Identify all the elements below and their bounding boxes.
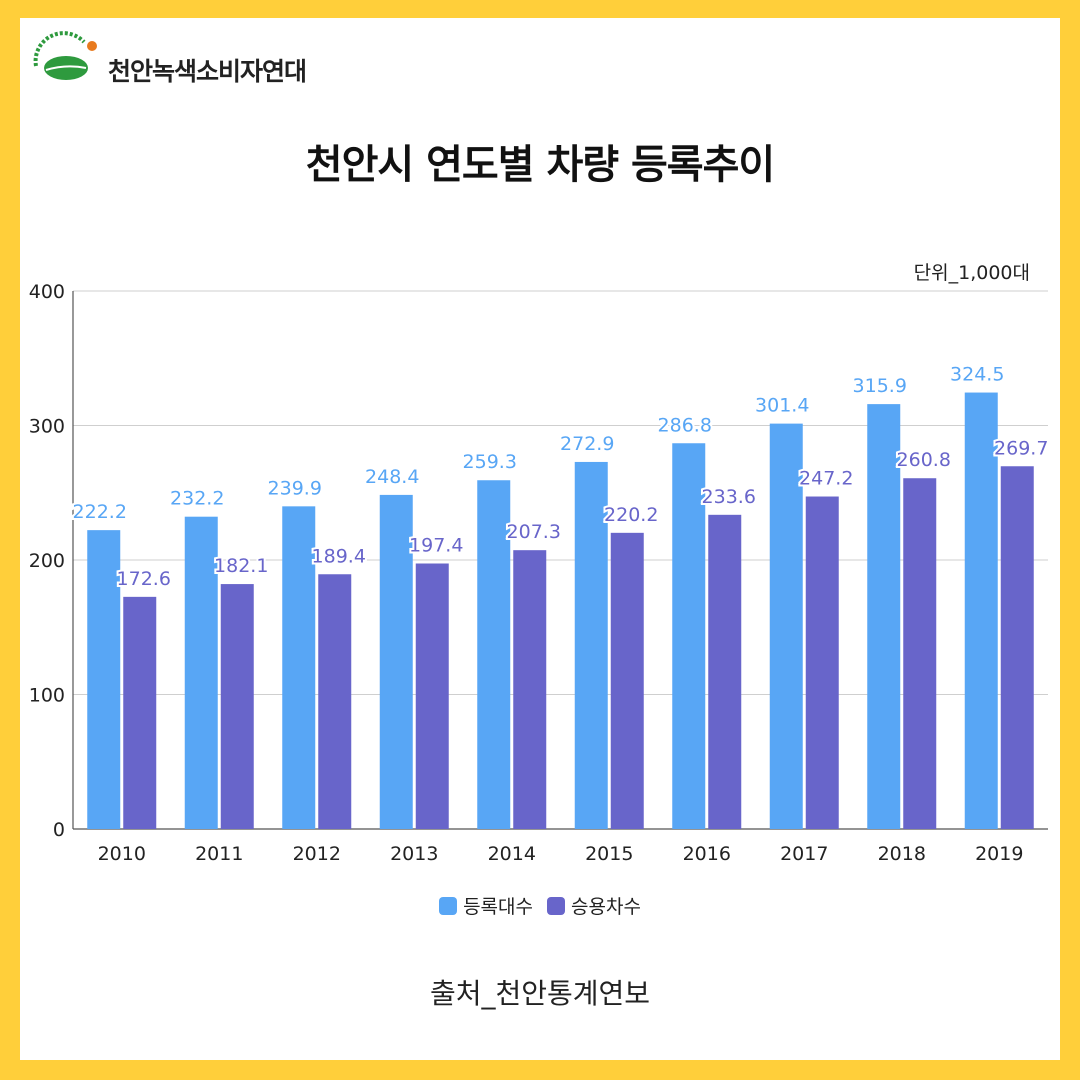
- data-label-registered-2015: 272.9: [560, 433, 614, 455]
- data-label-passenger-2014: 207.3: [507, 521, 561, 543]
- data-label-registered-2012: 239.9: [268, 477, 322, 499]
- data-label-registered-2018: 315.9: [853, 375, 907, 397]
- bar-registered-2012: [282, 506, 316, 829]
- brand-logo: [33, 31, 97, 80]
- bar-chart: 0 100 200 300 400 222.2 172.6 2010 232.2 182.1 201…: [29, 281, 1051, 865]
- y-tick-label: 100: [29, 685, 65, 707]
- x-tick-label: 2015: [585, 843, 633, 865]
- brand-name: 천안녹색소비자연대: [108, 57, 307, 86]
- chart-legend: 등록대수 승용차수: [0, 892, 1080, 919]
- x-tick-label: 2011: [195, 843, 243, 865]
- logo-sprout-icon: [87, 41, 97, 51]
- x-tick-label: 2010: [98, 843, 146, 865]
- bar-registered-2019: [964, 392, 998, 829]
- bar-registered-2010: [87, 530, 121, 829]
- data-label-registered-2017: 301.4: [755, 395, 809, 417]
- logo-leaf-icon: [44, 56, 88, 80]
- legend-swatch-series-2: [547, 896, 565, 915]
- bar-passenger-2010: [123, 596, 157, 829]
- x-tick-label: 2012: [293, 843, 341, 865]
- data-label-passenger-2019: 269.7: [994, 437, 1048, 459]
- data-label-registered-2013: 248.4: [365, 466, 419, 488]
- y-tick-label: 0: [53, 819, 65, 841]
- bar-registered-2015: [574, 461, 608, 829]
- bar-passenger-2016: [708, 514, 742, 829]
- bar-passenger-2014: [513, 550, 547, 829]
- x-tick-label: 2013: [390, 843, 438, 865]
- logo-arc-text-icon: [33, 31, 86, 67]
- data-label-passenger-2015: 220.2: [604, 504, 658, 526]
- data-label-registered-2011: 232.2: [170, 488, 224, 510]
- legend-label-series-1: 등록대수: [463, 896, 533, 918]
- data-label-passenger-2013: 197.4: [409, 534, 463, 556]
- y-tick-label: 400: [29, 281, 65, 303]
- bar-passenger-2018: [903, 478, 937, 829]
- data-label-registered-2016: 286.8: [658, 414, 712, 436]
- data-label-passenger-2018: 260.8: [897, 449, 951, 471]
- data-label-passenger-2017: 247.2: [799, 468, 853, 490]
- bar-registered-2017: [769, 423, 803, 829]
- legend-item-series-1: 등록대수: [439, 892, 533, 919]
- bar-registered-2016: [672, 443, 706, 829]
- data-label-passenger-2010: 172.6: [117, 568, 171, 590]
- bar-passenger-2012: [318, 574, 352, 829]
- x-tick-label: 2018: [878, 843, 926, 865]
- data-label-passenger-2011: 182.1: [214, 555, 268, 577]
- y-tick-label: 200: [29, 550, 65, 572]
- y-tick-label: 300: [29, 416, 65, 438]
- bar-passenger-2019: [1000, 466, 1034, 829]
- data-label-registered-2019: 324.5: [950, 364, 1004, 386]
- bar-passenger-2015: [610, 532, 644, 829]
- data-label-passenger-2016: 233.6: [702, 486, 756, 508]
- unit-label: 단위_1,000대: [913, 262, 1030, 284]
- bar-registered-2013: [379, 494, 413, 829]
- chart-title: 천안시 연도별 차량 등록추이: [305, 142, 775, 188]
- bar-passenger-2013: [415, 563, 449, 829]
- data-label-passenger-2012: 189.4: [312, 545, 366, 567]
- legend-label-series-2: 승용차수: [571, 896, 641, 918]
- legend-item-series-2: 승용차수: [547, 892, 641, 919]
- bar-registered-2014: [477, 480, 511, 829]
- bar-registered-2011: [184, 516, 218, 829]
- data-label-registered-2010: 222.2: [73, 501, 127, 523]
- x-tick-label: 2014: [488, 843, 536, 865]
- x-tick-label: 2016: [683, 843, 731, 865]
- bar-passenger-2011: [220, 584, 254, 829]
- data-label-registered-2014: 259.3: [463, 451, 517, 473]
- legend-swatch-series-1: [439, 896, 458, 915]
- bar-registered-2018: [867, 404, 901, 829]
- x-tick-label: 2019: [975, 843, 1023, 865]
- source-label: 출처_천안통계연보: [429, 977, 651, 1010]
- bar-passenger-2017: [805, 496, 839, 829]
- x-tick-label: 2017: [780, 843, 828, 865]
